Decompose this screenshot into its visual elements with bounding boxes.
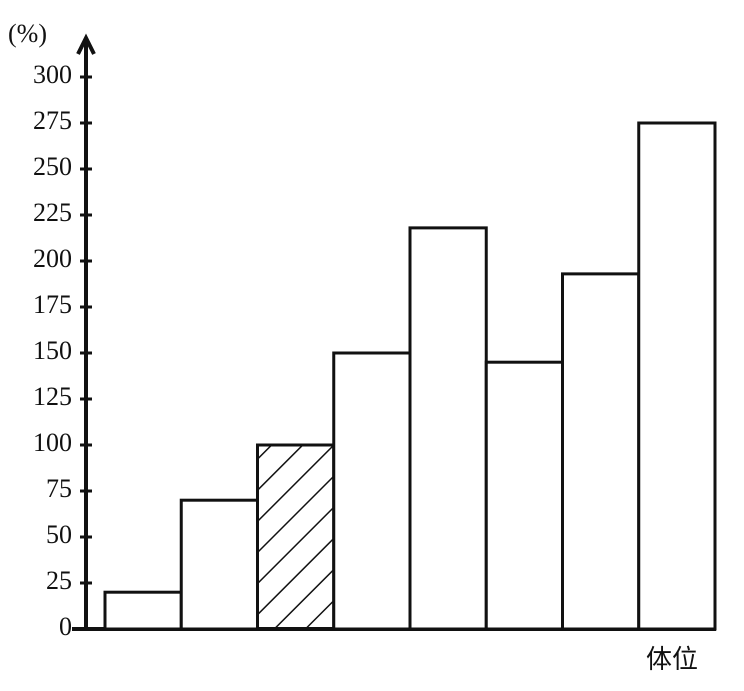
y-tick-label: 25	[46, 566, 72, 595]
bar	[103, 590, 183, 631]
bar	[561, 272, 641, 631]
y-tick-label: 175	[33, 290, 72, 319]
y-axis-label: (%)	[8, 19, 47, 48]
bar	[332, 351, 412, 631]
x-axis-label: 体位	[646, 645, 698, 674]
y-tick-label: 50	[46, 520, 72, 549]
bar	[408, 226, 488, 631]
y-tick-label: 0	[59, 612, 72, 641]
y-tick-label: 300	[33, 60, 72, 89]
y-tick-label: 275	[33, 106, 72, 135]
bar	[637, 121, 717, 631]
y-tick-label: 75	[46, 474, 72, 503]
y-tick-label: 100	[33, 428, 72, 457]
bar	[484, 360, 564, 631]
y-tick-label: 150	[33, 336, 72, 365]
y-tick-label: 250	[33, 152, 72, 181]
y-tick-label: 225	[33, 198, 72, 227]
y-axis-arrow	[76, 33, 96, 55]
y-tick-label: 125	[33, 382, 72, 411]
bar	[256, 443, 336, 631]
y-tick-label: 200	[33, 244, 72, 273]
bar	[179, 498, 259, 631]
